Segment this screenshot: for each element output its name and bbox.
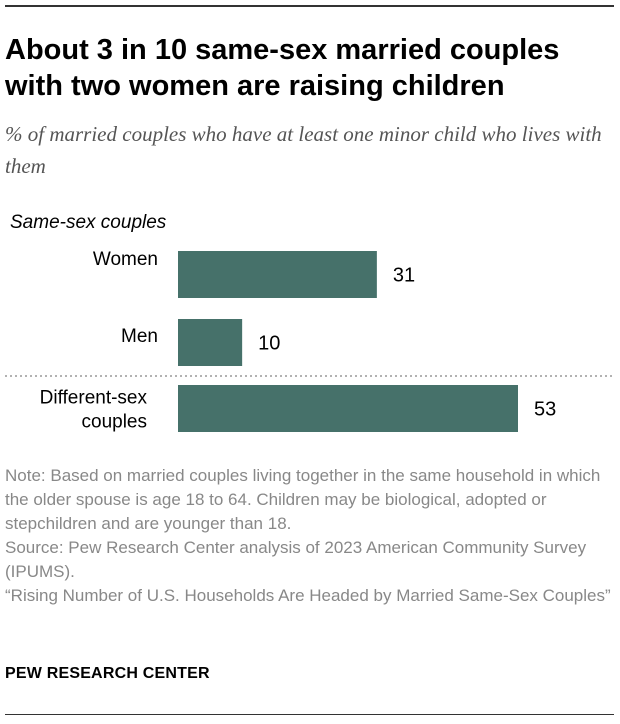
bar-men [178,319,243,366]
value-label-men: 10 [258,333,280,355]
group-label: Same-sex couples [10,212,167,233]
chart-subtitle: % of married couples who have at least o… [5,122,602,178]
category-label-women: Women [93,249,158,270]
pew-logo-text: PEW RESEARCH CENTER [5,665,210,682]
value-label-different-sex-couples: 53 [534,399,556,421]
category-label-different-sex-couples: Different-sex couples [40,388,148,433]
chart-title: About 3 in 10 same-sex married couples w… [5,34,560,102]
bar-women [178,251,377,298]
value-label-women: 31 [393,265,415,287]
notes-block: Note: Based on married couples living to… [5,464,615,608]
bar-chart: Same-sex couples 31 Women 10 Men 53 Different… [5,212,614,433]
bottom-rule [5,714,614,715]
category-label-men: Men [121,326,158,347]
bar-different-sex-couples [178,385,518,432]
source-text: Source: Pew Research Center analysis of … [5,538,587,581]
top-rule [5,5,614,7]
bars-layer: 31 Women 10 Men 53 Different-sex couples [40,249,557,433]
report-title: “Rising Number of U.S. Households Are He… [5,586,611,605]
note-text: Note: Based on married couples living to… [5,466,601,533]
